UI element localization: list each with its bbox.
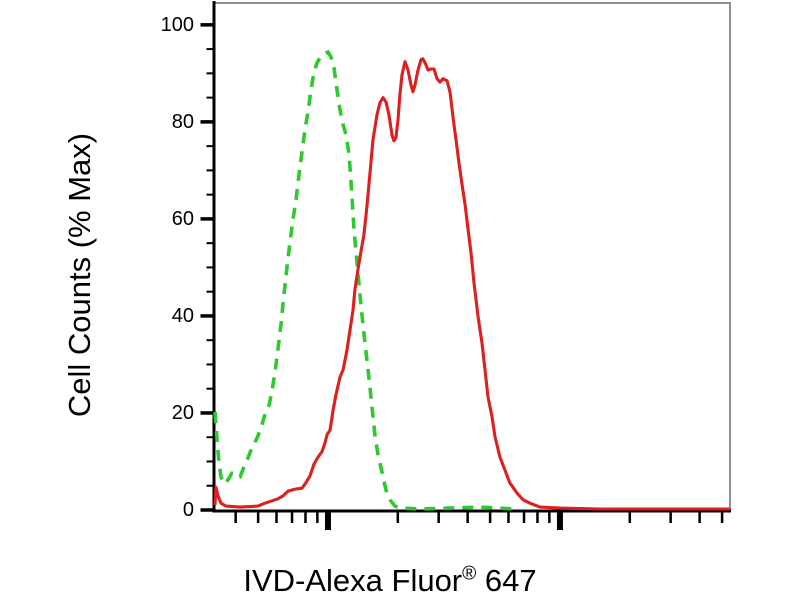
y-axis-title: Cell Counts (% Max) <box>62 132 97 418</box>
x-axis-title-number: 647 <box>476 563 537 598</box>
y-tick-label: 20 <box>171 401 194 424</box>
curves <box>213 50 730 511</box>
registered-trademark-symbol: ® <box>462 563 477 585</box>
red-solid-curve <box>213 57 730 511</box>
axis-lines <box>212 1 731 513</box>
y-tick-label: 40 <box>171 304 194 327</box>
y-tick-label: 100 <box>160 13 194 36</box>
x-axis-title-text: IVD-Alexa Fluor <box>243 563 463 598</box>
x-axis-title: IVD-Alexa Fluor® 647 <box>215 563 565 599</box>
y-tick-label: 0 <box>182 499 194 521</box>
plot-frame <box>214 2 731 511</box>
axis-ticks <box>200 23 724 530</box>
green-dashed-curve <box>213 50 516 511</box>
y-tick-label: 60 <box>171 207 194 230</box>
y-tick-label: 80 <box>171 110 194 133</box>
